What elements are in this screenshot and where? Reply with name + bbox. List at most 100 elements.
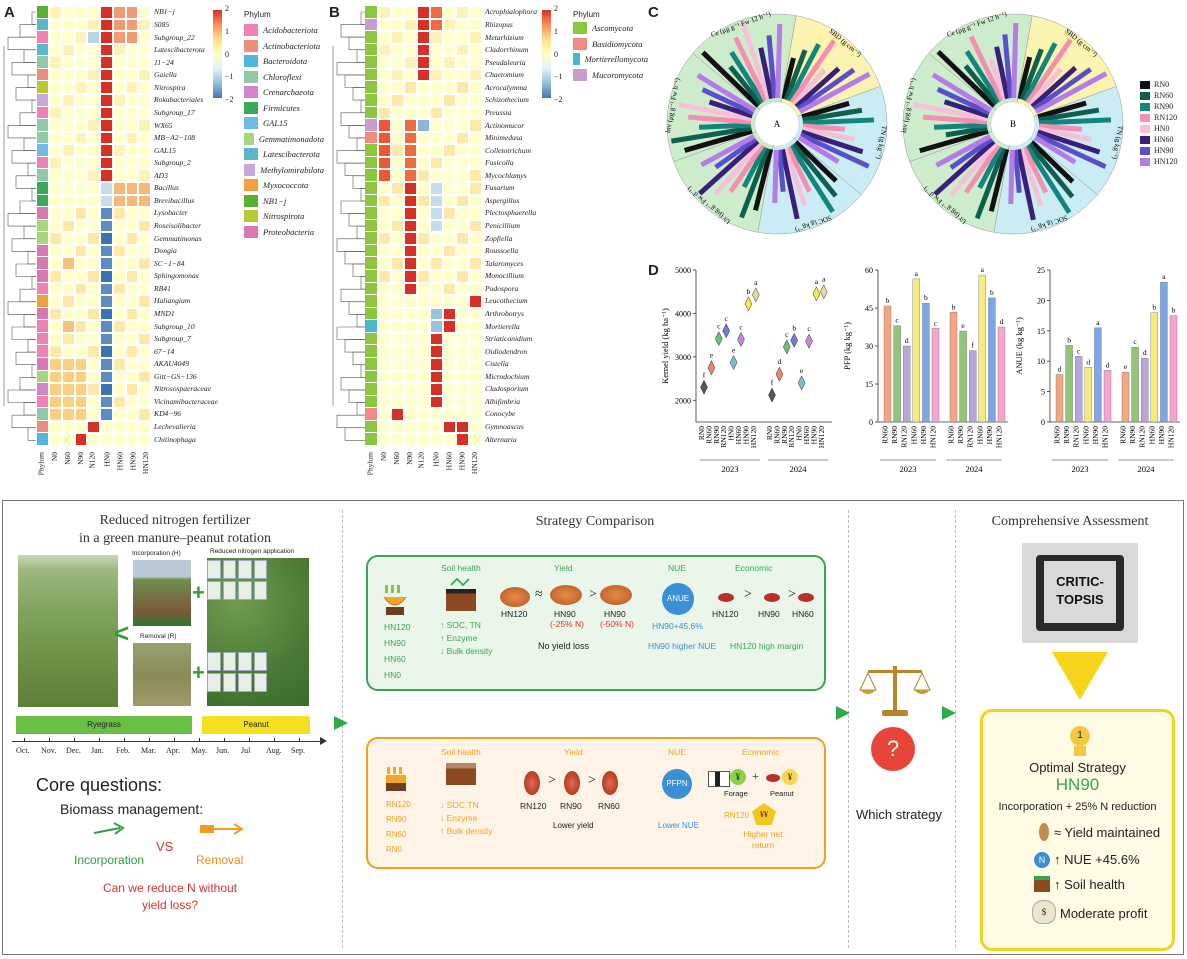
heatmap-cell xyxy=(469,244,482,258)
heatmap-cell xyxy=(430,232,443,245)
heatmap-cell xyxy=(430,408,443,421)
legend-swatch xyxy=(244,24,258,36)
heatmap-cell xyxy=(100,194,113,208)
bar xyxy=(968,350,977,423)
radial-bar xyxy=(1034,71,1108,114)
peanut-kernel-icon xyxy=(764,593,780,602)
taxon-label: AKAU4049 xyxy=(154,359,190,369)
heatmap-cell xyxy=(112,269,126,283)
yuan-coin-icon: ¥ xyxy=(782,769,798,785)
taxon-label: Monocillium xyxy=(485,271,524,281)
x-tick-label: N60 xyxy=(62,452,72,465)
heatmap-cell xyxy=(456,81,469,94)
panel-label-d: D xyxy=(648,262,659,279)
x-tick-label: HN120 xyxy=(1101,426,1110,448)
taxon-label: Alternaria xyxy=(485,434,517,444)
heatmap-cell xyxy=(138,257,151,270)
dendro-branch xyxy=(352,263,365,277)
heatmap-cell xyxy=(100,56,113,69)
heatmap-cell xyxy=(74,219,88,233)
x-tick-label: RN0 xyxy=(697,426,706,440)
bar xyxy=(1160,281,1168,423)
radial-bar xyxy=(936,49,997,108)
heatmap-cell xyxy=(404,207,417,220)
heatmap-cell xyxy=(87,93,100,107)
heatmap-cell xyxy=(87,169,100,182)
taxon-label: Actinomucor xyxy=(485,120,525,130)
heatmap-cell xyxy=(378,156,391,170)
heatmap-cell xyxy=(125,156,139,170)
orange-soil-lines: ↓ SOC,TN ↓ Enzyme ↑ Bulk density xyxy=(440,799,492,838)
bar xyxy=(1103,370,1112,423)
heatmap-cell xyxy=(61,207,75,220)
x-tick-label: N0 xyxy=(50,452,60,462)
heatmap-cell xyxy=(49,307,62,321)
heatmap-cell xyxy=(125,345,139,358)
heatmap-cell xyxy=(112,93,126,107)
heatmap-cell xyxy=(100,6,113,19)
heatmap-cell xyxy=(404,194,417,208)
heatmap-cell xyxy=(404,131,417,145)
heatmap-cell xyxy=(138,156,151,170)
taxon-label: Cistella xyxy=(485,359,509,369)
phylum-cell xyxy=(365,56,377,69)
green-yield-title: Yield xyxy=(554,563,573,573)
taxon-label: Gymnoascus xyxy=(485,422,524,432)
heatmap-cell xyxy=(443,156,456,170)
heatmap-cell xyxy=(125,194,139,208)
heatmap-cell xyxy=(49,408,62,421)
x-tick-label: RN90 xyxy=(1128,426,1137,444)
significance-letter: b xyxy=(1172,306,1176,315)
heatmap-cell xyxy=(61,332,75,346)
orange-strategy-box: RN120 RN90 RN60 RN0 Soil health ↓ SOC,TN ↓ E… xyxy=(366,737,826,869)
heatmap-cell xyxy=(430,295,443,308)
orange-yield-note: Lower yield xyxy=(553,821,594,830)
heatmap-cell xyxy=(138,282,151,296)
radial-bar xyxy=(1024,144,1072,214)
heatmap-cell xyxy=(138,269,151,283)
heatmap-cell xyxy=(49,131,62,145)
phylum-cell xyxy=(365,81,377,94)
heatmap-cell xyxy=(404,144,417,157)
anue-badge: ANUE xyxy=(662,583,694,615)
heatmap-cell xyxy=(430,181,443,195)
heatmap-cell xyxy=(87,433,100,446)
heatmap-cell xyxy=(443,6,456,19)
heatmap-cell xyxy=(100,181,113,195)
heatmap-cell xyxy=(49,181,62,195)
phylum-cell xyxy=(37,295,48,308)
heatmap-cell xyxy=(61,282,75,296)
heatmap-cell xyxy=(391,169,404,182)
phylum-cell xyxy=(365,420,377,434)
heatmap-cell xyxy=(138,383,151,396)
reduced-n-label: Reduced nitrogen application xyxy=(210,548,295,555)
phylum-cell xyxy=(365,395,377,409)
legend-item: Acidobacteriota xyxy=(244,24,324,36)
cow-icon xyxy=(708,771,730,787)
dendro-branch xyxy=(344,251,365,265)
heatmap-cell xyxy=(74,257,88,270)
significance-letter: c xyxy=(739,322,743,331)
phylum-cell xyxy=(365,169,377,182)
panel-label-b: B xyxy=(329,4,340,21)
heatmap-b: Acrophialophora Rhizopus Metarhizium Clador… xyxy=(325,0,648,490)
heatmap-cell xyxy=(138,232,151,245)
heatmap-cell xyxy=(112,219,126,233)
heatmap-cell xyxy=(49,257,62,270)
heatmap-cell xyxy=(138,295,151,308)
soil-up-icon xyxy=(450,577,470,587)
legend-swatch xyxy=(1140,102,1150,111)
yield-label: HN120 xyxy=(501,609,528,619)
radial-bar xyxy=(708,99,754,119)
taxon-label: Subgroup_2 xyxy=(154,158,191,168)
heatmap-cell xyxy=(74,93,88,107)
dendro-branch xyxy=(336,150,365,164)
heatmap-cell xyxy=(456,106,469,120)
dendro-branch xyxy=(31,11,36,25)
legend-item: Crenarchaeota xyxy=(244,86,324,98)
heatmap-cell xyxy=(100,31,113,44)
x-tick-label: HN90 xyxy=(741,426,750,445)
legend-label: Ascomycota xyxy=(592,23,634,33)
down-triangle-icon xyxy=(1052,652,1108,700)
taxon-label: Haliangium xyxy=(154,296,191,306)
